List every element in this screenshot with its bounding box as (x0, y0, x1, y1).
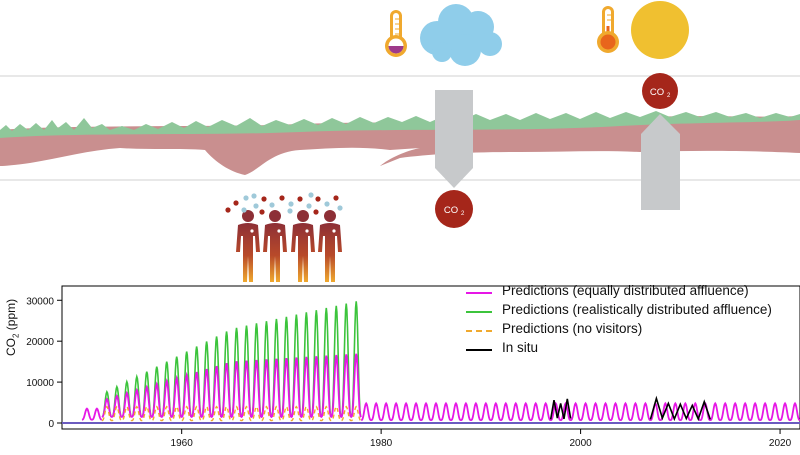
svg-text:CO: CO (444, 205, 458, 216)
legend-label-realistic: Predictions (realistically distributed a… (502, 302, 772, 317)
x-tick-label: 2000 (569, 438, 592, 449)
breath-droplet (253, 203, 259, 209)
visitor-person-icon (236, 210, 260, 282)
x-tick-label: 1960 (171, 438, 194, 449)
series-equal-line (81, 407, 103, 421)
thermometer-warm-icon (597, 6, 619, 53)
plot-frame (61, 285, 800, 430)
y-axis-label-sub: 2 (11, 333, 21, 338)
breath-droplet (261, 196, 267, 202)
breath-droplet (225, 207, 231, 213)
breath-droplet (279, 195, 285, 201)
breath-droplet (251, 193, 257, 199)
breath-droplet (241, 207, 247, 213)
breath-droplet (308, 192, 314, 198)
breath-droplet (297, 196, 303, 202)
legend-item-realistic: Predictions (realistically distributed a… (466, 302, 800, 321)
legend-label-in-situ: In situ (502, 340, 539, 355)
breath-droplet (269, 202, 275, 208)
breath-droplet (259, 209, 265, 215)
legend-item-no-visitors: Predictions (no visitors) (466, 321, 800, 340)
y-tick-label: 0 (48, 419, 54, 430)
co2-source-arrow (641, 114, 680, 210)
breath-droplet (306, 203, 312, 209)
visitors-group (225, 192, 343, 282)
legend-swatch-realistic (466, 311, 492, 313)
series-realistic-line (101, 301, 362, 419)
breath-droplet (288, 201, 294, 207)
y-tick-label: 10000 (26, 378, 54, 389)
legend-swatch-in-situ (466, 349, 492, 351)
legend-label-no-visitors: Predictions (no visitors) (502, 321, 643, 336)
cloud-icon (420, 4, 502, 66)
series-equal-line (361, 401, 800, 422)
breath-droplet (313, 209, 319, 215)
legend-swatch-no-visitors (466, 330, 492, 332)
svg-text:2: 2 (461, 211, 465, 217)
breath-droplet (337, 205, 343, 211)
breath-droplet (287, 208, 293, 214)
thermometer-cold-icon (385, 10, 407, 57)
breath-droplet (233, 200, 239, 206)
chart-legend: Predictions (equally distributed affluen… (466, 283, 800, 359)
svg-text:CO: CO (650, 87, 664, 98)
vegetation-layer (0, 111, 800, 138)
breath-droplet (333, 195, 339, 201)
co2-bubble-upper: CO 2 (642, 73, 678, 109)
co2-bubble-lower-label: CO (444, 205, 458, 216)
co2-bubble-upper-sub: 2 (667, 93, 671, 99)
x-tick-label: 1980 (370, 438, 393, 449)
co2-bubble-lower: CO 2 (435, 190, 473, 228)
series-equal-line (101, 353, 362, 418)
legend-swatch-equal (466, 292, 492, 294)
breath-droplet (324, 201, 330, 207)
series-in-situ-line (649, 395, 712, 422)
visitor-person-icon (263, 210, 287, 282)
y-tick-label: 30000 (26, 296, 54, 307)
sun-icon (631, 1, 689, 59)
co2-bubble-lower-sub: 2 (461, 211, 465, 217)
co2-sink-arrow (435, 90, 473, 188)
legend-label-equal: Predictions (equally distributed affluen… (502, 283, 749, 298)
y-tick-label: 20000 (26, 337, 54, 348)
co2-bubble-upper-label: CO (650, 87, 664, 98)
legend-item-equal: Predictions (equally distributed affluen… (466, 283, 800, 302)
co2-chart: 0 10000 20000 30000 1960 1980 2000 2020 (26, 285, 800, 449)
breath-droplet (243, 195, 249, 201)
visitor-person-icon (318, 210, 342, 282)
svg-text:2: 2 (667, 93, 671, 99)
legend-item-in-situ: In situ (466, 340, 800, 359)
y-axis-label-co: CO (4, 338, 18, 356)
breath-droplet (315, 196, 321, 202)
x-tick-label: 2020 (769, 438, 792, 449)
series-in-situ-line (549, 398, 572, 420)
visitor-person-icon (291, 210, 315, 282)
y-axis-label: CO2 (ppm) (4, 298, 21, 356)
